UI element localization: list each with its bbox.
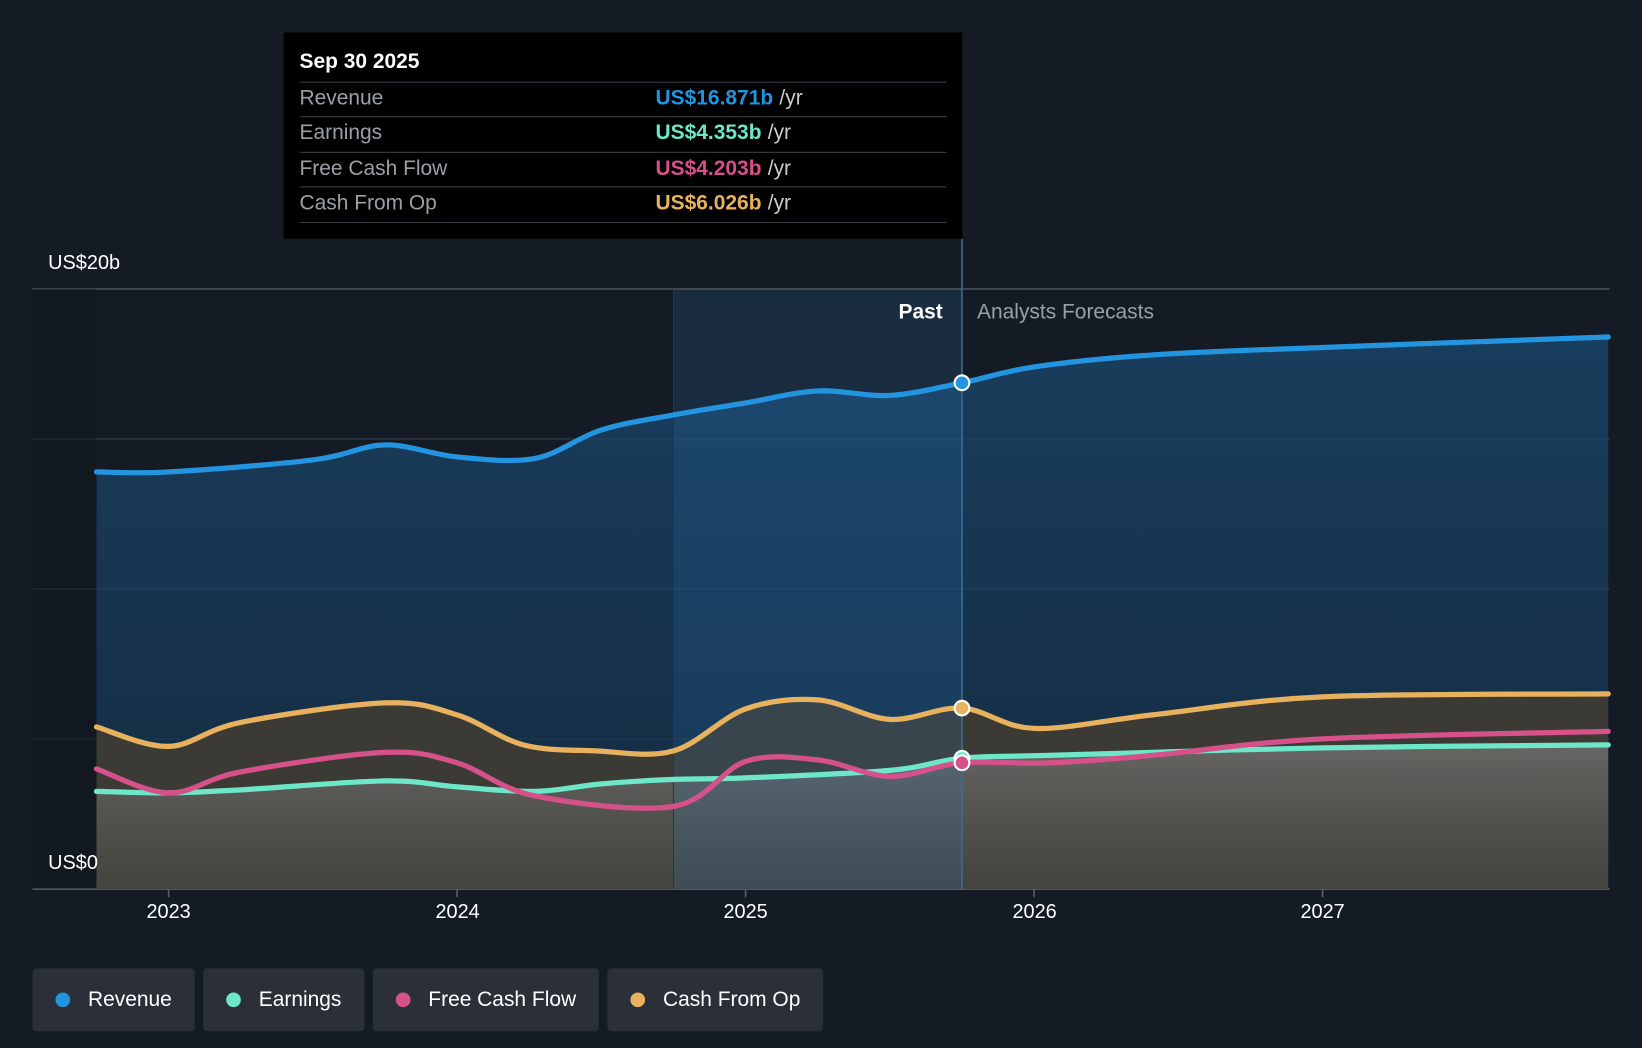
tooltip-label: Cash From Op <box>299 191 437 215</box>
tooltip-unit: /yr <box>767 191 792 215</box>
data-point-free-cash-flow <box>953 754 971 772</box>
tooltip-value-wrap: US$4.353b/yr <box>656 121 791 145</box>
legend-dot-icon <box>630 992 646 1008</box>
tooltip-label: Free Cash Flow <box>299 157 448 181</box>
tooltip-row-fcf: Free Cash Flow US$4.203b/yr <box>299 151 947 188</box>
tooltip-label: Earnings <box>299 121 383 145</box>
legend-item-revenue[interactable]: Revenue <box>32 968 195 1032</box>
x-tick-label: 2027 <box>1300 901 1345 924</box>
x-tick-label: 2026 <box>1012 901 1057 924</box>
tooltip-unit: /yr <box>767 157 792 181</box>
legend-dot-icon <box>395 992 411 1008</box>
legend-item-cash-from-op[interactable]: Cash From Op <box>607 968 824 1032</box>
y-tick-label-zero: US$0 <box>48 852 98 875</box>
x-tick-label: 2024 <box>435 901 480 924</box>
tooltip-unit: /yr <box>779 86 803 110</box>
legend-label: Free Cash Flow <box>428 987 577 1011</box>
legend-item-free-cash-flow[interactable]: Free Cash Flow <box>372 968 600 1032</box>
tooltip-row-revenue: Revenue US$16.871b/yr <box>299 81 947 118</box>
tooltip-value-wrap: US$6.026b/yr <box>656 192 791 216</box>
tooltip-value: US$4.203b <box>655 157 762 181</box>
forecast-label: Analysts Forecasts <box>977 300 1154 324</box>
tooltip-row-cfo: Cash From Op US$6.026b/yr <box>299 186 947 222</box>
data-point-cash-from-op <box>953 699 971 717</box>
legend-label: Earnings <box>258 987 342 1011</box>
pre-data-shade <box>32 288 97 889</box>
series-line-free-cash-flow <box>93 728 1611 811</box>
earnings-area <box>96 744 1609 889</box>
legend: Revenue Earnings Free Cash Flow Cash Fro… <box>32 968 824 1032</box>
legend-label: Cash From Op <box>663 987 801 1011</box>
tooltip-label: Revenue <box>299 86 384 110</box>
series-line-cash-from-op <box>93 691 1611 757</box>
x-tick-label: 2025 <box>723 901 768 924</box>
tooltip-value-wrap: US$4.203b/yr <box>656 157 791 181</box>
legend-label: Revenue <box>87 987 172 1011</box>
tooltip-value: US$16.871b <box>655 86 774 110</box>
tooltip-value: US$6.026b <box>655 191 762 215</box>
past-label: Past <box>898 300 943 324</box>
y-tick-label-top: US$20b <box>48 252 121 275</box>
tooltip: Sep 30 2025 Revenue US$16.871b/yr Earnin… <box>283 32 963 239</box>
tooltip-value: US$4.353b <box>655 121 762 145</box>
x-tick-label: 2023 <box>146 901 191 924</box>
legend-dot-icon <box>55 992 71 1008</box>
tooltip-date: Sep 30 2025 <box>299 50 420 74</box>
past-highlight <box>673 288 962 889</box>
tooltip-value-wrap: US$16.871b/yr <box>656 87 803 111</box>
series-line-revenue <box>93 334 1611 476</box>
legend-item-earnings[interactable]: Earnings <box>203 968 365 1032</box>
legend-dot-icon <box>226 992 241 1008</box>
tooltip-row-earnings: Earnings US$4.353b/yr <box>299 116 947 152</box>
data-point-revenue <box>953 374 971 392</box>
tooltip-unit: /yr <box>767 121 792 145</box>
tooltip-divider <box>299 221 947 224</box>
